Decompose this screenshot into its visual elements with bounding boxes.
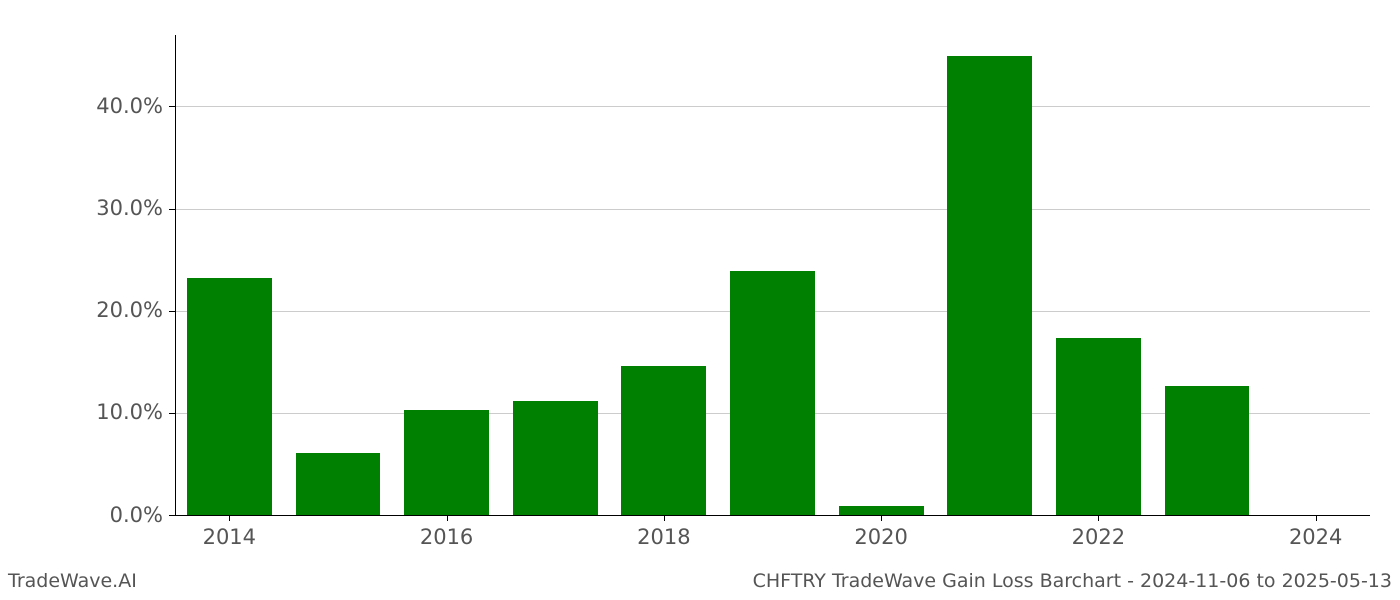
- x-tick-label: 2018: [624, 525, 704, 549]
- footer-left-text: TradeWave.AI: [8, 570, 137, 592]
- bar: [947, 56, 1032, 515]
- y-axis-line: [175, 35, 176, 515]
- bar: [296, 453, 381, 515]
- bar: [839, 506, 924, 515]
- grid-line: [175, 106, 1370, 107]
- grid-line: [175, 209, 1370, 210]
- y-tick-label: 20.0%: [96, 298, 163, 322]
- bar: [187, 278, 272, 515]
- x-tick-label: 2020: [841, 525, 921, 549]
- x-tick-label: 2022: [1058, 525, 1138, 549]
- footer-right-text: CHFTRY TradeWave Gain Loss Barchart - 20…: [753, 570, 1392, 592]
- bar: [1165, 386, 1250, 515]
- chart-container: { "chart": { "type": "bar", "background_…: [0, 0, 1400, 600]
- x-tick-label: 2016: [407, 525, 487, 549]
- bar: [1056, 338, 1141, 515]
- y-tick-label: 10.0%: [96, 400, 163, 424]
- x-tick-mark: [447, 515, 448, 521]
- x-tick-mark: [229, 515, 230, 521]
- bar: [730, 271, 815, 515]
- x-tick-label: 2024: [1276, 525, 1356, 549]
- x-tick-label: 2014: [189, 525, 269, 549]
- y-tick-label: 0.0%: [110, 503, 163, 527]
- x-tick-mark: [1098, 515, 1099, 521]
- x-tick-mark: [1316, 515, 1317, 521]
- y-tick-label: 30.0%: [96, 196, 163, 220]
- y-tick-label: 40.0%: [96, 94, 163, 118]
- bar: [404, 410, 489, 515]
- x-axis-line: [175, 515, 1370, 516]
- bar: [513, 401, 598, 515]
- x-tick-mark: [664, 515, 665, 521]
- bar: [621, 366, 706, 515]
- x-tick-mark: [881, 515, 882, 521]
